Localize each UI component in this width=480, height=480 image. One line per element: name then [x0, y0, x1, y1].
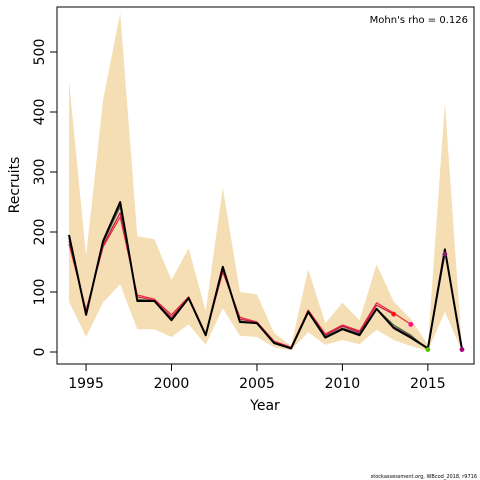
series-lines-layer	[68, 201, 463, 351]
mohns-rho-annotation: Mohn's rho = 0.126	[370, 15, 468, 26]
y-axis-title: Recruits	[7, 157, 23, 214]
x-tick-label: 2005	[239, 376, 275, 392]
series-endpoint-4	[442, 251, 448, 257]
series-line-5	[68, 201, 463, 350]
x-tick-label: 2000	[154, 376, 190, 392]
series-endpoint-2	[391, 311, 397, 317]
y-tick-label: 500	[32, 39, 48, 66]
y-axis: 0 100 200 300 400 500	[32, 39, 57, 357]
x-tick-label: 1995	[68, 376, 104, 392]
series-endpoints-layer	[391, 251, 465, 352]
y-tick-label: 200	[32, 219, 48, 246]
x-axis-title: Year	[249, 398, 280, 414]
y-tick-label: 0	[32, 348, 48, 357]
y-tick-label: 100	[32, 279, 48, 306]
series-endpoint-3	[425, 347, 431, 352]
series-endpoint-1	[408, 322, 414, 327]
series-endpoint-5	[459, 347, 465, 352]
y-tick-label: 300	[32, 159, 48, 186]
x-axis: 1995 2000 2005 2010 2015	[68, 363, 446, 392]
y-tick-label: 400	[32, 99, 48, 126]
confidence-band-layer	[69, 13, 462, 352]
x-tick-label: 2010	[325, 376, 361, 392]
confidence-band	[69, 13, 462, 352]
x-tick-label: 2015	[410, 376, 446, 392]
footer-credit: stockassessment.org, WBcod_2018, r9716	[371, 474, 477, 480]
